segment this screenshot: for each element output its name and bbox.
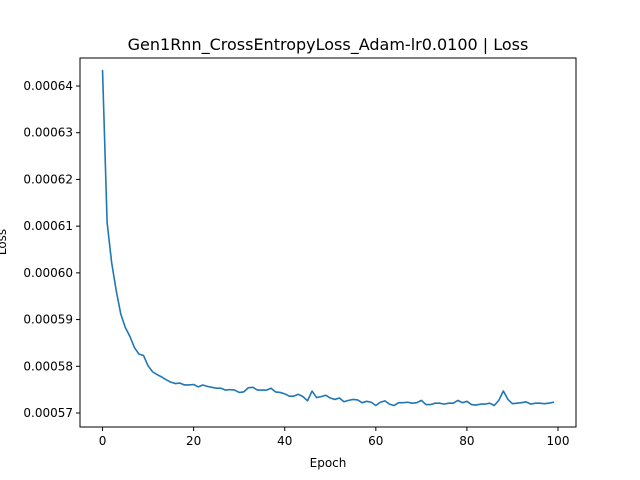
x-axis-label: Epoch [310, 456, 347, 470]
y-tick-label: 0.00058 [23, 359, 73, 373]
x-tick-label: 60 [368, 434, 383, 448]
data-layer [101, 69, 555, 407]
y-axis: 0.00057 0.00058 0.00059 0.00060 0.00061 0.000… [23, 79, 80, 420]
plot-area [79, 57, 577, 428]
x-tick-label: 40 [277, 434, 292, 448]
y-tick-label: 0.00057 [23, 406, 73, 420]
y-tick-label: 0.00064 [23, 79, 73, 93]
x-tick-label: 100 [547, 434, 570, 448]
axes-frame [79, 57, 577, 428]
y-tick-label: 0.00062 [23, 172, 73, 186]
y-tick-label: 0.00060 [23, 266, 73, 280]
y-tick-label: 0.00061 [23, 219, 73, 233]
x-axis: 0 20 40 60 80 100 [99, 427, 570, 448]
chart-title: Gen1Rnn_CrossEntropyLoss_Adam-lr0.0100 |… [128, 35, 529, 55]
x-tick-label: 80 [459, 434, 474, 448]
y-tick-label: 0.00063 [23, 126, 73, 140]
series-line-0 [101, 69, 555, 407]
x-tick-label: 20 [186, 434, 201, 448]
y-tick-label: 0.00059 [23, 313, 73, 327]
y-axis-label: Loss [0, 229, 9, 255]
x-tick-label: 0 [99, 434, 107, 448]
